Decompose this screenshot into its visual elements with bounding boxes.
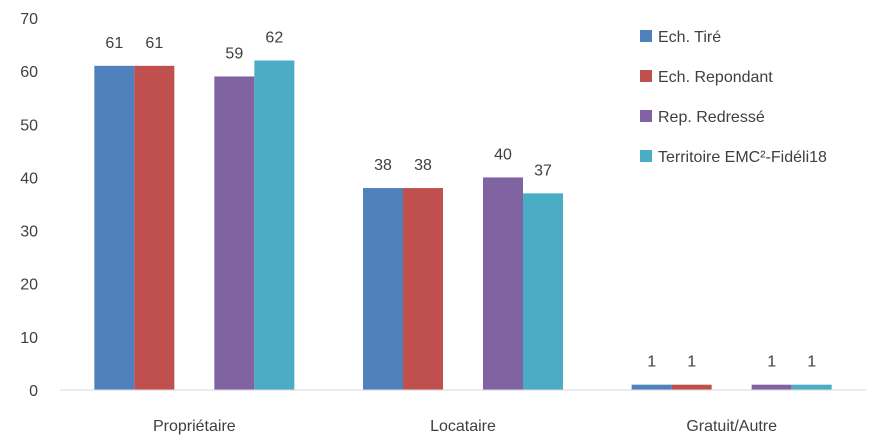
bar (254, 60, 295, 391)
bar-value-label: 40 (494, 146, 512, 163)
bar (483, 177, 523, 390)
legend-label: Rep. Redressé (658, 109, 765, 126)
y-tick-label: 60 (20, 64, 38, 81)
legend-swatch (640, 110, 652, 122)
data-labels-layer: 61 61 59 62 38 38 40 37 1 1 1 1 (105, 30, 816, 371)
bar-value-label: 59 (225, 45, 243, 62)
y-tick-label: 50 (20, 117, 38, 134)
legend-label: Territoire EMC²-Fidéli18 (658, 149, 827, 166)
bar-value-label: 1 (767, 354, 776, 371)
bar (631, 384, 672, 390)
bar-value-label: 62 (265, 30, 283, 47)
y-tick-label: 30 (20, 224, 38, 241)
bar (134, 65, 175, 390)
y-tick-label: 0 (29, 383, 38, 400)
bar (751, 384, 792, 390)
legend-swatch (640, 150, 652, 162)
y-tick-label: 10 (20, 330, 38, 347)
x-axis-category-labels: Propriétaire Locataire Gratuit/Autre (153, 418, 777, 435)
y-tick-label: 40 (20, 170, 38, 187)
bar-value-label: 38 (414, 157, 432, 174)
bar-value-label: 61 (105, 35, 123, 52)
bar-value-label: 38 (374, 157, 392, 174)
bar (363, 188, 403, 390)
bar-value-label: 37 (534, 162, 552, 179)
y-axis-tick-labels: 0 10 20 30 40 50 60 70 (20, 11, 38, 400)
bar (791, 384, 832, 390)
x-category-label: Propriétaire (153, 418, 236, 435)
bar-value-label: 1 (647, 354, 656, 371)
bar (94, 65, 135, 390)
bars-layer (94, 60, 832, 391)
x-category-label: Gratuit/Autre (686, 418, 777, 435)
legend-swatch (640, 30, 652, 42)
bar (403, 188, 443, 390)
bar (671, 384, 712, 390)
y-tick-label: 20 (20, 277, 38, 294)
x-category-label: Locataire (430, 418, 496, 435)
bar (214, 76, 255, 390)
legend-label: Ech. Repondant (658, 69, 773, 86)
legend-swatch (640, 70, 652, 82)
bar (523, 193, 563, 390)
bar-value-label: 1 (807, 354, 816, 371)
bar-value-label: 1 (687, 354, 696, 371)
legend-label: Ech. Tiré (658, 29, 721, 46)
y-tick-label: 70 (20, 11, 38, 28)
legend: Ech. Tiré Ech. Repondant Rep. Redressé Terr… (640, 29, 827, 166)
bar-value-label: 61 (145, 35, 163, 52)
